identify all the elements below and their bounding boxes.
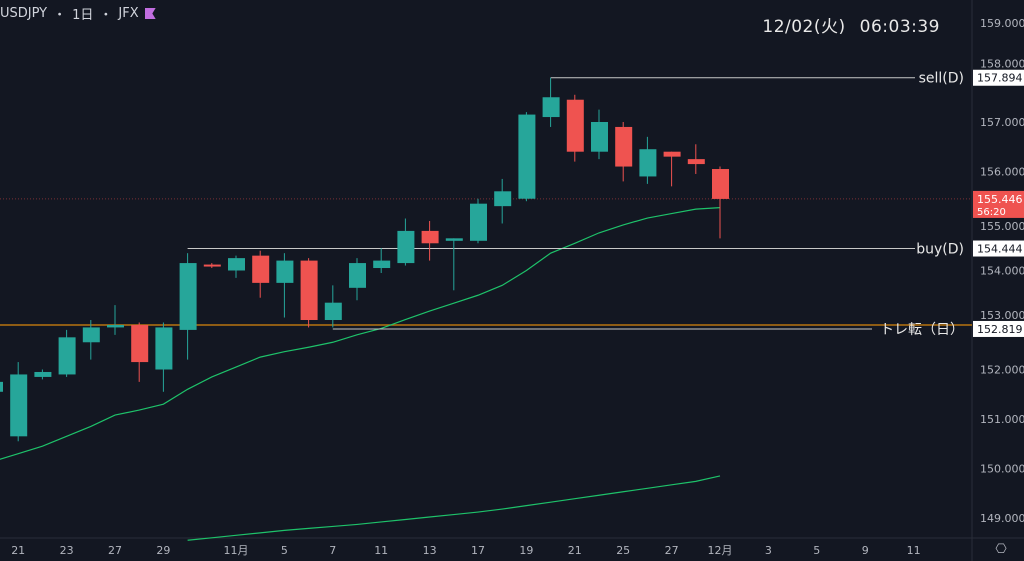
trend-reversal-level-label: トレ転（日） [880,322,964,338]
candle-up [228,258,245,271]
candle-up [470,203,487,241]
interval: 1日 [72,8,94,23]
time-tick-label: 25 [616,544,630,557]
last-price-box [973,190,1024,218]
exchange: JFX [118,6,139,21]
candle-up [324,302,342,320]
candle-up [107,324,124,328]
price-tick-label: 158.000 [980,58,1024,71]
ma-short-line [0,207,721,460]
time-tick-label: 13 [423,544,437,557]
trend-reversal-level-price-label: 152.819 [977,323,1023,336]
candle-up [155,327,173,370]
sell-level-label: sell(D) [919,71,964,87]
time-tick-label: 27 [665,544,679,557]
candle-up [58,337,76,375]
price-tick-label: 157.000 [980,116,1024,129]
time-tick-label: 29 [156,544,170,557]
candle-up [445,238,463,241]
time-tick-label: 3 [765,544,772,557]
buy-level-price-label: 154.444 [977,243,1023,256]
candle-up [276,260,294,283]
symbol-name: USDJPY [0,6,48,21]
price-tick-label: 152.000 [980,364,1024,377]
trend-reversal-level-price-box [973,320,1024,337]
buy-level-label: buy(D) [916,242,964,258]
bar-countdown: 56:20 [977,207,1006,218]
last-price-label: 155.446 [977,193,1023,206]
time-tick-label: 21 [568,544,582,557]
candle-up [0,381,3,392]
clock-time: 06:03:39 [859,17,940,37]
price-tick-label: 156.000 [980,166,1024,179]
candle-up [10,374,28,437]
symbol-header[interactable]: USDJPY ・ 1日 ・ JFX [0,4,156,23]
candle-down [421,230,439,244]
candle-up [82,327,100,343]
candle-up [494,191,512,207]
time-tick-label: 11 [374,544,388,557]
candle-down [663,151,681,157]
price-tick-label: 153.000 [980,309,1024,322]
buy-level-price-box [973,240,1024,257]
flag-icon[interactable] [144,8,156,19]
price-tick-label: 159.000 [980,17,1024,30]
gear-icon[interactable]: ⎔ [995,542,1007,557]
time-tick-label: 5 [813,544,820,557]
candle-down [252,255,270,283]
candle-up [34,371,52,377]
candle-up [179,263,197,330]
candle-down [131,324,149,363]
candle-down [712,169,729,199]
candle-down [300,260,318,320]
candle-down [615,126,633,167]
sell-level-price-label: 157.894 [977,72,1023,85]
time-tick-label: 5 [281,544,288,557]
clock: 12/02(火) 06:03:39 [762,12,940,37]
time-tick-label: 9 [862,544,869,557]
time-tick-label: 11月 [224,544,249,557]
candle-up [349,263,366,288]
candle-up [591,122,608,152]
price-tick-label: 150.000 [980,463,1024,476]
clock-date: 12/02(火) [762,17,846,37]
time-tick-label: 19 [519,544,533,557]
time-tick-label: 11 [907,544,921,557]
price-tick-label: 151.000 [980,413,1024,426]
ma-long-line [187,475,721,541]
candle-down [203,264,221,267]
sell-level-price-box [973,69,1024,86]
time-tick-label: 27 [108,544,122,557]
candle-up [639,149,657,177]
candle-up [542,97,560,118]
price-tick-label: 149.000 [980,512,1024,525]
candle-up [518,114,536,199]
separator: ・ [53,8,67,23]
candle-up [397,230,415,264]
time-tick-label: 12月 [708,544,733,557]
separator: ・ [99,8,113,23]
time-tick-label: 7 [329,544,336,557]
time-tick-label: 17 [471,544,485,557]
time-tick-label: 23 [60,544,74,557]
candle-up [373,260,391,269]
time-tick-label: 21 [11,544,25,557]
candle-down [687,159,705,165]
price-tick-label: 154.000 [980,265,1024,278]
price-tick-label: 155.000 [980,220,1024,233]
candle-down [566,99,584,152]
